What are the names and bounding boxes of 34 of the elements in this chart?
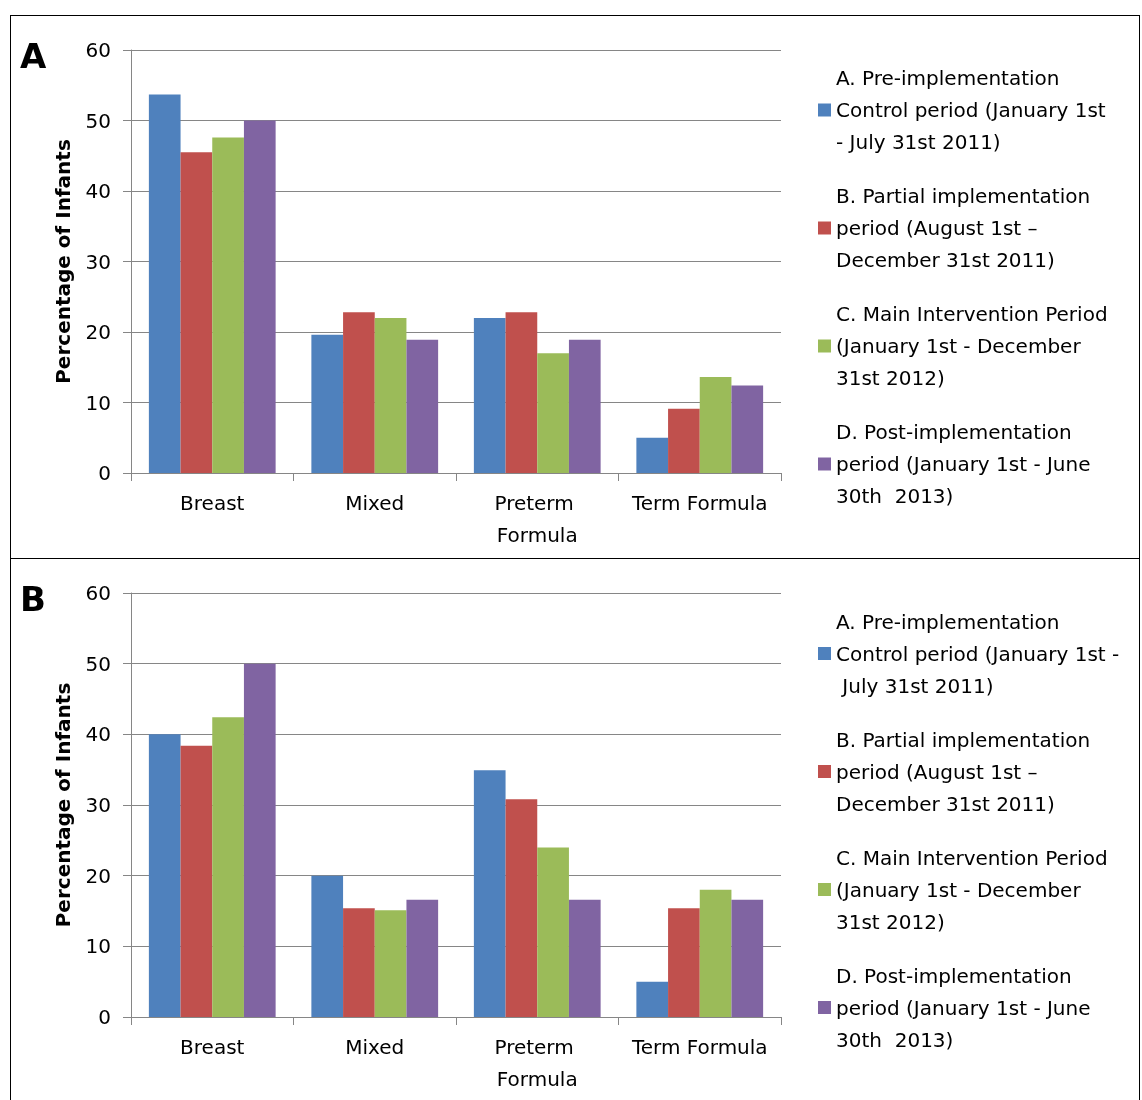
legend-label: A. Pre-implementation Control period (January 1st - July 31st 2011) [836, 609, 1120, 698]
y-tick-label: 10 [85, 934, 111, 959]
y-tick-label: 40 [85, 722, 111, 747]
chart-title: A [20, 36, 47, 76]
legend-label: B. Partial implementation period (August 1st – December 31st 2011) [836, 727, 1097, 816]
y-tick-label: 60 [85, 38, 111, 62]
y-tick-label: 20 [85, 320, 111, 344]
y-tick-label: 10 [85, 390, 111, 415]
y-tick-label: 40 [85, 179, 111, 203]
x-tick-label: Preterm Formula [494, 1035, 581, 1091]
legend-label: A. Pre-implementation Control period (January 1st - July 31st 2011) [836, 66, 1119, 154]
x-tick-label: Mixed [345, 1035, 405, 1059]
x-tick-label: Preterm Formula [494, 491, 581, 547]
x-tick-label: Breast [180, 1035, 245, 1059]
x-tick-label: Term Formula [630, 1035, 768, 1059]
y-tick-label: 60 [85, 581, 111, 605]
y-tick-label: 30 [85, 249, 111, 274]
x-tick-label: Term Formula [630, 491, 768, 515]
y-tick-label: 30 [85, 793, 111, 817]
y-tick-label: 50 [85, 108, 111, 133]
legend-label: D. Post-implementation period (January 1st - June 30th 2013) [836, 963, 1097, 1052]
y-tick-label: 0 [98, 1005, 111, 1029]
y-axis-title: Percentage of Infants [51, 139, 75, 384]
legend-label: D. Post-implementation period (January 1st - June 30th 2013) [836, 420, 1097, 508]
chart-title: B [20, 579, 46, 619]
y-tick-label: 0 [98, 461, 111, 485]
legend-label: C. Main Intervention Period (January 1st - December 31st 2012) [836, 845, 1114, 934]
y-axis-title: Percentage of Infants [51, 682, 75, 928]
y-tick-label: 50 [85, 651, 111, 676]
x-tick-label: Mixed [345, 491, 405, 515]
y-tick-label: 20 [85, 863, 111, 888]
legend-label: B. Partial implementation period (August 1st – December 31st 2011) [836, 184, 1097, 272]
x-tick-label: Breast [180, 491, 245, 515]
legend-label: C. Main Intervention Period (January 1st - December 31st 2012) [836, 302, 1114, 390]
